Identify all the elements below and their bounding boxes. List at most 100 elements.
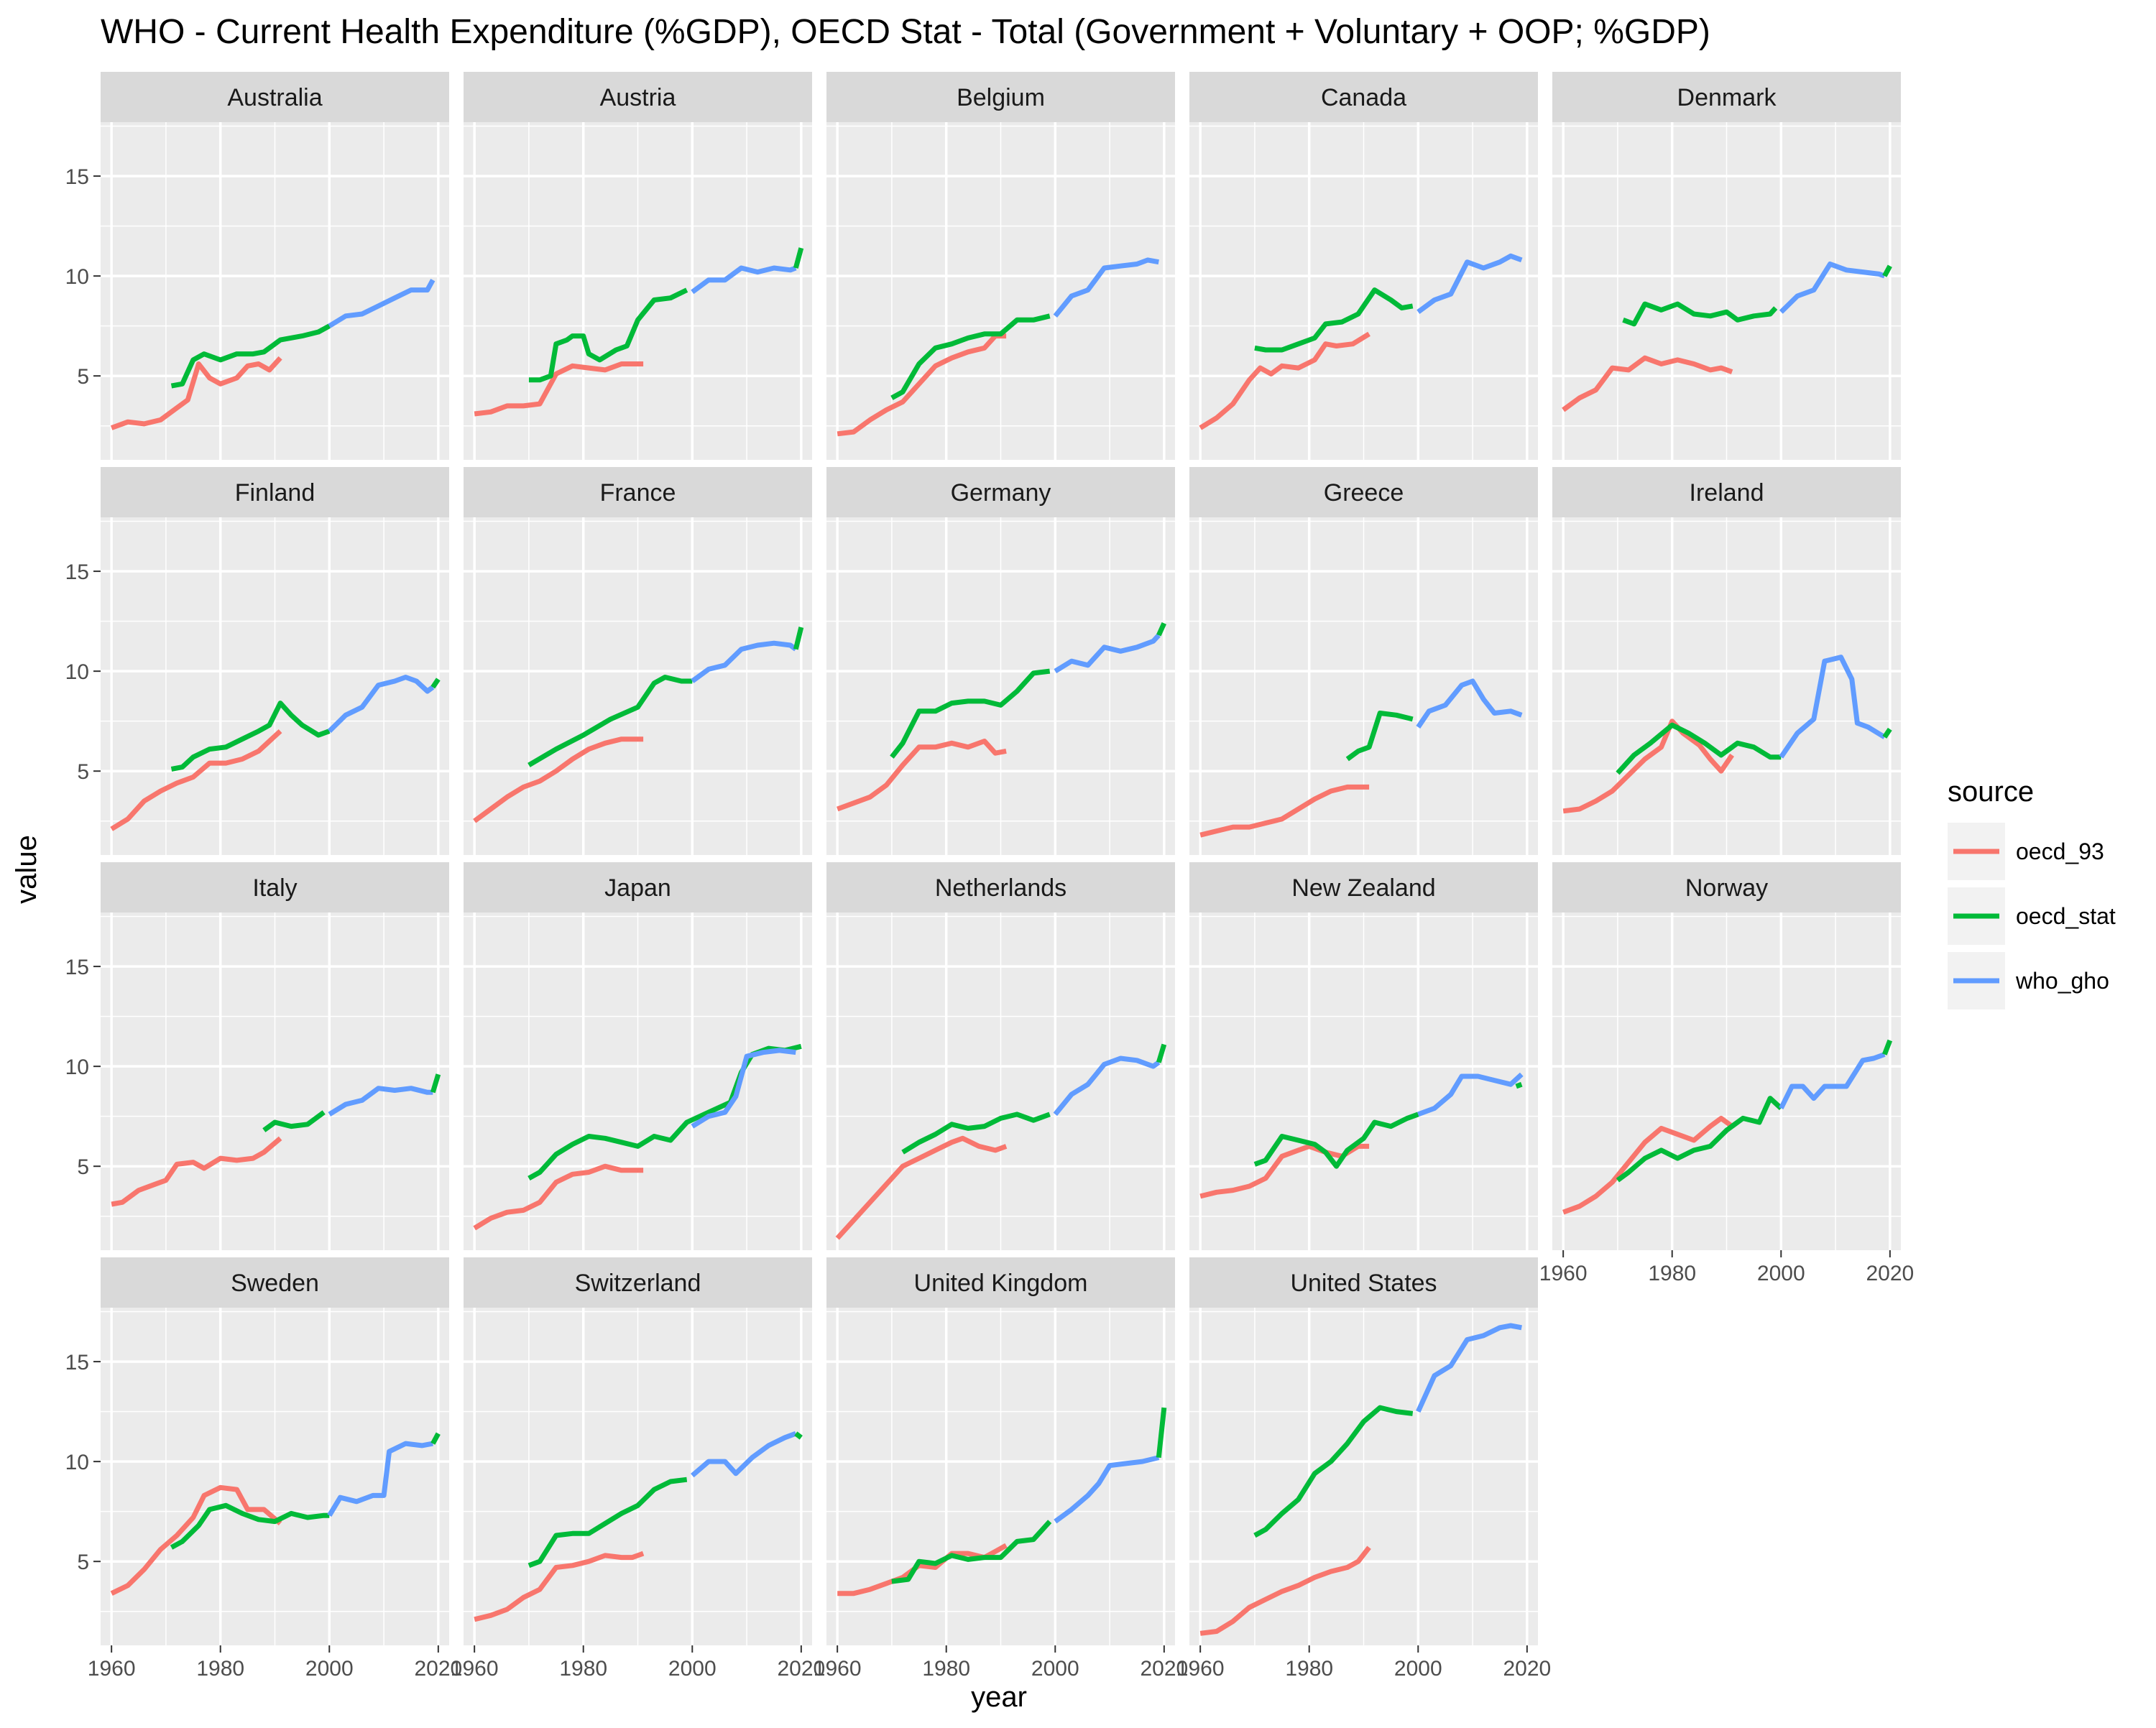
series-line-canada-oecd_93-0	[1199, 331, 1370, 430]
panel-austria: Austria	[464, 72, 812, 460]
series-line-switzerland-who_gho-2	[691, 1431, 797, 1478]
y-tick-label: 15	[65, 1351, 89, 1374]
panel-belgium: Belgium	[826, 72, 1175, 460]
series-line-norway-oecd_stat-3	[1882, 1039, 1893, 1055]
x-tick-label: 2020	[1866, 1262, 1914, 1285]
panel-netherlands: Netherlands	[826, 862, 1175, 1250]
series-line-greece-who_gho-2	[1416, 678, 1523, 729]
x-tick-label: 1980	[559, 1657, 607, 1681]
x-tick-label: 1980	[922, 1657, 970, 1681]
x-tick-label: 1980	[1648, 1262, 1696, 1285]
series-line-greece-oecd_stat-1	[1345, 711, 1414, 762]
x-tick-label: 2000	[1031, 1657, 1079, 1681]
series-line-germany-oecd_93-0	[836, 739, 1007, 812]
x-tick-label: 2000	[668, 1657, 717, 1681]
series-line-italy-oecd_stat-1	[262, 1110, 326, 1132]
series-line-united-states-who_gho-2	[1416, 1323, 1522, 1413]
series-line-sweden-oecd_stat-3	[430, 1432, 441, 1445]
legend-label-who_gho: who_gho	[2015, 968, 2109, 994]
series-line-finland-oecd_stat-1	[170, 701, 331, 772]
series-line-united-kingdom-oecd_stat-1	[891, 1520, 1052, 1584]
x-tick-label: 2020	[414, 1657, 462, 1681]
panel-switzerland: Switzerland 1960 1980 2000 2020	[451, 1257, 825, 1681]
facet-label: Finland	[235, 479, 315, 507]
series-line-austria-who_gho-2	[691, 265, 797, 295]
series-line-netherlands-who_gho-2	[1053, 1055, 1161, 1117]
series-line-belgium-oecd_93-0	[837, 333, 1007, 437]
series-line-united-states-oecd_93-0	[1199, 1546, 1371, 1636]
facet-label: Norway	[1685, 874, 1768, 902]
facet-strip	[1189, 467, 1538, 517]
chart-title: WHO - Current Health Expenditure (%GDP),…	[101, 13, 1710, 51]
panel-australia: Australia 5 10 15	[65, 72, 449, 460]
facet-strip	[464, 1257, 812, 1308]
facet-strip	[464, 862, 812, 912]
series-line-japan-who_gho-2	[691, 1048, 796, 1129]
y-tick-label: 15	[65, 165, 89, 189]
x-tick-label: 1960	[451, 1657, 499, 1681]
x-axis-title: year	[971, 1681, 1027, 1713]
x-tick-label: 2020	[1140, 1657, 1188, 1681]
panel-ireland: Ireland	[1552, 467, 1901, 855]
x-tick-label: 2020	[777, 1657, 825, 1681]
facet-label: Australia	[227, 84, 322, 111]
series-line-ireland-who_gho-2	[1779, 655, 1886, 759]
x-tick-label: 2000	[1757, 1262, 1805, 1285]
panel-united-kingdom: United Kingdom 1960 1980 2000 2020	[814, 1257, 1188, 1681]
x-tick-label: 1960	[1176, 1657, 1225, 1681]
series-line-sweden-oecd_93-0	[110, 1484, 282, 1596]
facet-strip	[464, 467, 812, 517]
facet-label: France	[600, 479, 676, 507]
facet-label: Greece	[1324, 479, 1404, 507]
series-line-new-zealand-oecd_stat-3	[1515, 1081, 1523, 1089]
series-line-australia-oecd_stat-1	[170, 323, 331, 389]
series-line-norway-oecd_93-0	[1562, 1115, 1734, 1215]
facet-strip	[1189, 862, 1538, 912]
facet-strip	[1552, 467, 1901, 517]
series-line-switzerland-oecd_stat-3	[794, 1431, 803, 1440]
facet-label: Netherlands	[935, 874, 1067, 902]
y-tick-label: 5	[77, 1551, 89, 1574]
series-line-canada-oecd_stat-1	[1254, 287, 1414, 353]
facet-strip	[101, 862, 449, 912]
facet-strip	[101, 467, 449, 517]
legend-label-oecd_stat: oecd_stat	[2016, 903, 2116, 929]
y-tick-label: 5	[77, 760, 89, 784]
y-tick-label: 15	[65, 956, 89, 979]
series-line-canada-who_gho-2	[1416, 253, 1523, 315]
series-line-austria-oecd_stat-1	[528, 287, 688, 383]
facet-strip	[826, 862, 1175, 912]
series-line-belgium-who_gho-2	[1053, 257, 1159, 318]
panel-finland: Finland 5 10 15	[65, 467, 449, 855]
facet-label: Sweden	[231, 1270, 319, 1297]
facet-strip	[1552, 862, 1901, 912]
facet-strip	[826, 72, 1175, 122]
facet-label: Austria	[600, 84, 676, 111]
series-line-denmark-oecd_93-0	[1562, 355, 1733, 412]
series-line-germany-oecd_stat-1	[890, 668, 1051, 759]
series-line-sweden-who_gho-2	[327, 1441, 433, 1517]
series-line-netherlands-oecd_93-0	[835, 1135, 1008, 1240]
series-line-united-kingdom-oecd_stat-3	[1156, 1407, 1167, 1458]
panel-france: France	[464, 467, 812, 855]
x-tick-label: 1980	[196, 1657, 244, 1681]
series-line-italy-who_gho-2	[328, 1086, 433, 1117]
series-line-finland-who_gho-2	[327, 675, 435, 734]
facet-label: New Zealand	[1291, 874, 1435, 902]
panel-italy: Italy 5 10 15	[65, 862, 449, 1250]
series-line-denmark-oecd_stat-3	[1882, 264, 1892, 277]
facet-label: Italy	[252, 874, 297, 902]
series-line-belgium-oecd_stat-1	[890, 313, 1051, 400]
x-tick-label: 2020	[1503, 1657, 1551, 1681]
panel-denmark: Denmark	[1552, 72, 1901, 460]
panel-norway: Norway 1960 1980 2000 2020	[1539, 862, 1914, 1285]
facet-label: Ireland	[1690, 479, 1764, 507]
y-tick-label: 10	[65, 660, 89, 684]
facet-strip	[101, 1257, 449, 1308]
series-line-ireland-oecd_stat-1	[1616, 722, 1782, 775]
facet-strip	[464, 72, 812, 122]
series-line-denmark-oecd_stat-1	[1622, 301, 1778, 327]
facet-strip	[1552, 72, 1901, 122]
